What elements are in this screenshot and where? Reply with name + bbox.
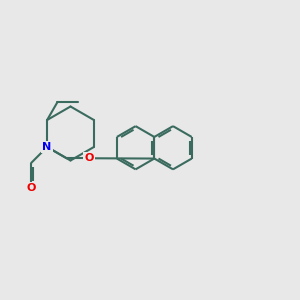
Text: O: O xyxy=(84,153,94,163)
Text: O: O xyxy=(26,183,36,194)
Text: N: N xyxy=(43,142,52,152)
